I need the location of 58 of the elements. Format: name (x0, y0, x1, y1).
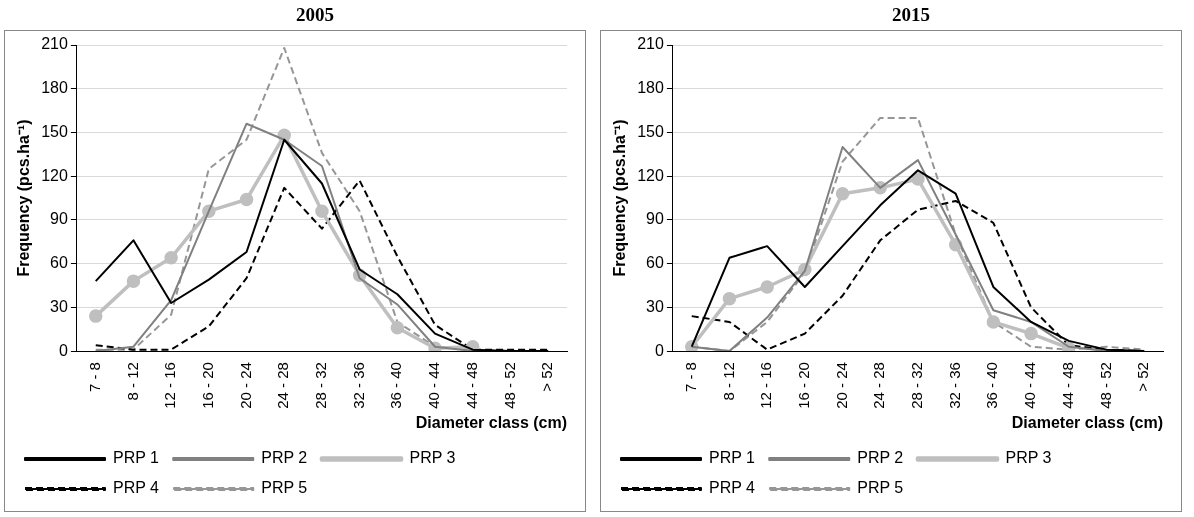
x-axis-title: Diameter class (cm) (415, 413, 567, 431)
x-tick-label: 8 - 12 (719, 362, 737, 401)
x-tick-label: 40 - 44 (425, 362, 443, 409)
x-tick-label: 8 - 12 (123, 362, 141, 401)
x-tick-label: 36 - 40 (983, 362, 1001, 409)
x-tick-label: 16 - 20 (794, 362, 812, 409)
y-axis-title: Frequency (pcs.ha⁻¹) (15, 119, 33, 277)
legend-label: PRP 2 (261, 449, 308, 467)
x-tick-label: 24 - 28 (274, 362, 292, 409)
x-tick-label: 20 - 24 (832, 362, 850, 409)
legend-label: PRP 4 (113, 479, 160, 497)
legend-label: PRP 1 (709, 449, 756, 467)
x-tick-label: 48 - 52 (500, 362, 518, 409)
x-tick-label: > 52 (538, 362, 556, 392)
x-tick-label: 40 - 44 (1021, 362, 1039, 409)
x-tick-label: 28 - 32 (312, 362, 330, 409)
x-tick-label: 12 - 16 (757, 362, 775, 409)
y-tick-label: 90 (646, 210, 664, 228)
x-tick-label: 44 - 48 (462, 362, 480, 409)
legend-label: PRP 5 (857, 479, 904, 497)
x-tick-label: > 52 (1134, 362, 1152, 392)
y-tick-label: 60 (646, 254, 664, 272)
x-tick-label: 20 - 24 (236, 362, 254, 409)
chart-title: 2015 (891, 3, 931, 27)
y-tick-label: 120 (637, 166, 664, 184)
legend-label: PRP 4 (709, 479, 756, 497)
x-tick-label: 12 - 16 (161, 362, 179, 409)
y-tick-label: 120 (41, 166, 68, 184)
x-tick-label: 24 - 28 (870, 362, 888, 409)
y-tick-label: 180 (637, 79, 664, 97)
x-tick-label: 48 - 52 (1096, 362, 1114, 409)
y-tick-label: 60 (50, 254, 68, 272)
x-axis-title: Diameter class (cm) (1011, 413, 1163, 431)
y-tick-label: 210 (41, 35, 68, 53)
legend-label: PRP 1 (113, 449, 160, 467)
y-tick-label: 150 (637, 122, 664, 140)
x-tick-label: 32 - 36 (945, 362, 963, 409)
y-tick-label: 180 (41, 79, 68, 97)
x-tick-label: 28 - 32 (908, 362, 926, 409)
y-axis-title: Frequency (pcs.ha⁻¹) (611, 119, 629, 277)
y-tick-label: 0 (58, 341, 68, 359)
legend-label: PRP 2 (857, 449, 904, 467)
y-tick-label: 150 (41, 122, 68, 140)
x-tick-label: 7 - 8 (681, 362, 699, 393)
y-tick-label: 0 (654, 341, 664, 359)
legend-label: PRP 3 (409, 449, 456, 467)
x-tick-label: 32 - 36 (349, 362, 367, 409)
legend-label: PRP 3 (1005, 449, 1052, 467)
x-tick-label: 7 - 8 (85, 362, 103, 393)
chart-title: 2005 (295, 3, 335, 27)
y-tick-label: 30 (50, 297, 68, 315)
y-tick-label: 210 (637, 35, 664, 53)
y-tick-label: 90 (50, 210, 68, 228)
legend-label: PRP 5 (261, 479, 308, 497)
x-tick-label: 16 - 20 (198, 362, 216, 409)
x-tick-label: 44 - 48 (1058, 362, 1076, 409)
y-tick-label: 30 (646, 297, 664, 315)
x-tick-label: 36 - 40 (387, 362, 405, 409)
